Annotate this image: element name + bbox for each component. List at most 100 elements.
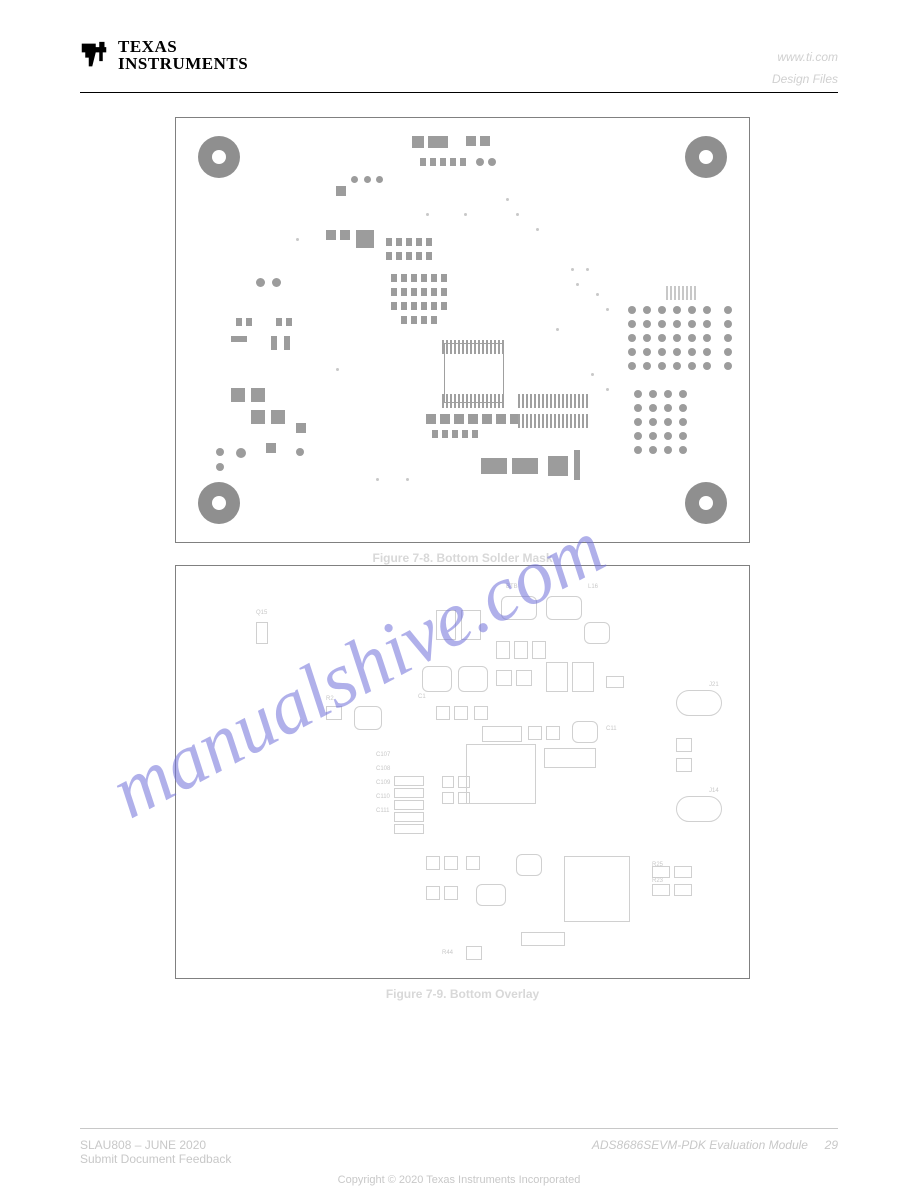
pin-row — [442, 340, 504, 354]
silk-label: R23 — [652, 878, 663, 884]
page: TEXAS INSTRUMENTS www.ti.com Design File… — [0, 0, 918, 1188]
silk-ic-outline — [466, 744, 536, 804]
pad — [231, 388, 245, 402]
pad — [251, 410, 265, 424]
silk-outline — [501, 596, 537, 620]
via — [216, 463, 224, 471]
silk-outline — [516, 670, 532, 686]
pad-row — [391, 274, 447, 282]
via — [376, 176, 383, 183]
header-row — [628, 362, 711, 370]
silk-outline — [426, 886, 440, 900]
pad — [266, 443, 276, 453]
figure-bottom-overlay: BTB L16 Q15 R2 C1 C107 C108 C109 C110 C1… — [175, 565, 750, 1001]
pad — [356, 230, 374, 248]
silk-label: Q15 — [256, 610, 267, 616]
silk-outline — [496, 670, 512, 686]
pad-row — [466, 136, 490, 146]
silk-outline — [514, 641, 528, 659]
header-col — [724, 306, 732, 370]
silk-outline — [674, 866, 692, 878]
pad-row — [326, 230, 350, 240]
silk-outline — [394, 824, 424, 834]
silk-outline — [572, 662, 594, 692]
pad — [574, 450, 580, 480]
silk-outline — [458, 666, 488, 692]
header-row — [634, 390, 687, 398]
silk-label: C110 — [376, 794, 390, 800]
mounting-hole-icon — [685, 136, 727, 178]
footer-left: SLAU808 – JUNE 2020 Submit Document Feed… — [80, 1138, 231, 1166]
ti-logo: TEXAS INSTRUMENTS — [80, 38, 838, 72]
silk-outline — [476, 884, 506, 906]
silk-outline — [516, 854, 542, 876]
silk-outline — [394, 788, 424, 798]
silk-outline — [444, 886, 458, 900]
mounting-hole-icon — [198, 136, 240, 178]
pad-row — [426, 414, 520, 424]
silk-outline — [354, 706, 382, 730]
silk-outline — [394, 800, 424, 810]
pin-row — [442, 394, 504, 408]
via — [236, 448, 246, 458]
pad-row — [391, 302, 447, 310]
silk-outline — [482, 726, 522, 742]
silk-ic-outline — [564, 856, 630, 922]
doc-id: SLAU808 – JUNE 2020 — [80, 1138, 206, 1152]
silk-outline — [426, 856, 440, 870]
silk-label: C1 — [418, 694, 426, 700]
mounting-hole-icon — [685, 482, 727, 524]
footer-copyright: Copyright © 2020 Texas Instruments Incor… — [80, 1174, 838, 1186]
page-number: 29 — [825, 1138, 838, 1152]
via — [296, 448, 304, 456]
silk-label: J21 — [709, 682, 719, 688]
via — [351, 176, 358, 183]
silk-outline — [546, 662, 568, 692]
silk-outline — [436, 610, 456, 640]
silk-outline — [442, 776, 454, 788]
header-section: Design Files — [772, 72, 838, 86]
silk-outline — [521, 932, 565, 946]
figure-caption: Figure 7-8. Bottom Solder Mask — [175, 551, 750, 565]
silk-label: R44 — [442, 950, 453, 956]
doc-title: ADS8686SEVM-PDK Evaluation Module — [592, 1138, 808, 1152]
ti-logo-text: TEXAS INSTRUMENTS — [118, 38, 248, 72]
silk-label: L16 — [588, 584, 598, 590]
silk-outline — [466, 856, 480, 870]
pad — [271, 410, 285, 424]
pad — [481, 458, 507, 474]
pin-row — [518, 414, 588, 428]
pad — [548, 456, 568, 476]
via — [476, 158, 484, 166]
pad-row — [391, 288, 447, 296]
pad — [512, 458, 538, 474]
pad-row — [420, 158, 466, 166]
pad-row — [386, 252, 432, 260]
silk-label: C111 — [376, 808, 389, 814]
doc-feedback: Submit Document Feedback — [80, 1152, 231, 1166]
silk-outline — [676, 796, 722, 822]
figure-caption: Figure 7-9. Bottom Overlay — [175, 987, 750, 1001]
silk-label: C11 — [606, 726, 617, 732]
silk-outline — [676, 758, 692, 772]
header-row — [634, 446, 687, 454]
silk-outline — [256, 622, 268, 644]
silk-outline — [394, 776, 424, 786]
header-row — [628, 348, 711, 356]
header-link: www.ti.com — [777, 50, 838, 64]
via — [364, 176, 371, 183]
pad — [251, 388, 265, 402]
pad — [336, 186, 346, 196]
pad-row — [276, 318, 292, 326]
footer-rule — [80, 1128, 838, 1129]
silk-outline — [572, 721, 598, 743]
via — [256, 278, 265, 287]
footer-title: ADS8686SEVM-PDK Evaluation Module 29 — [592, 1138, 838, 1152]
figure-frame: BTB L16 Q15 R2 C1 C107 C108 C109 C110 C1… — [175, 565, 750, 979]
silk-outline — [444, 856, 458, 870]
figure-bottom-solder-mask: Figure 7-8. Bottom Solder Mask — [175, 117, 750, 565]
silk-outline — [458, 776, 470, 788]
mounting-hole-icon — [198, 482, 240, 524]
silk-outline — [652, 884, 670, 896]
silk-outline — [474, 706, 488, 720]
